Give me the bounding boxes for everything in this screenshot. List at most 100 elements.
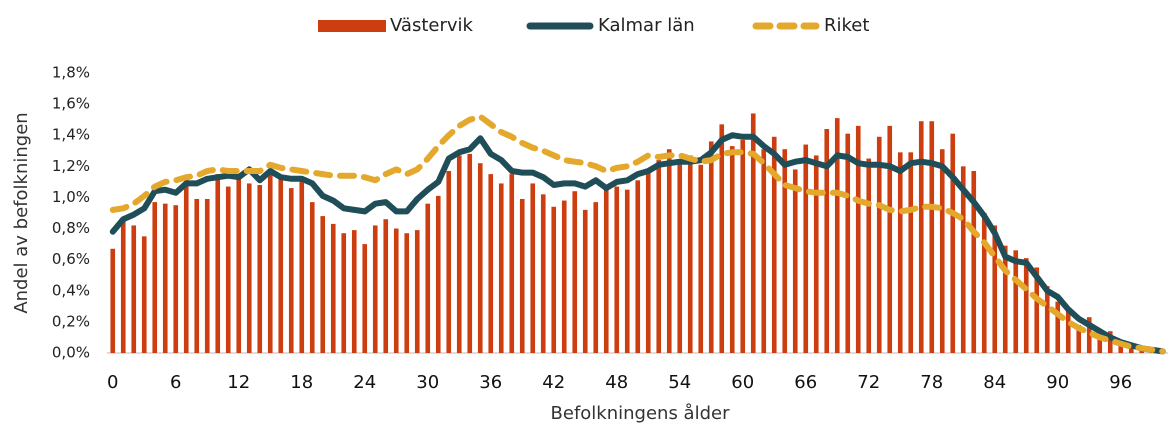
bar: [162, 203, 168, 353]
bar: [393, 228, 399, 353]
bar: [435, 195, 441, 353]
bar: [729, 146, 735, 353]
bar: [330, 223, 336, 353]
bar: [572, 191, 578, 353]
bar: [1065, 311, 1071, 353]
x-tick-label: 72: [857, 372, 880, 393]
bar: [698, 164, 704, 353]
bar: [992, 225, 998, 353]
bar: [141, 236, 147, 353]
bar: [971, 171, 977, 353]
bar: [1044, 286, 1050, 353]
bar: [1107, 331, 1113, 353]
bar: [635, 180, 641, 353]
bar: [404, 233, 410, 353]
bar: [257, 185, 263, 353]
x-tick-label: 36: [479, 372, 502, 393]
bar: [981, 213, 987, 353]
x-tick-label: 78: [920, 372, 943, 393]
bar: [666, 149, 672, 353]
y-tick-label: 1,4%: [52, 126, 90, 144]
x-tick-label: 42: [542, 372, 565, 393]
bar: [1118, 345, 1124, 353]
bar: [708, 141, 714, 353]
x-tick-label: 84: [983, 372, 1006, 393]
bar: [866, 158, 872, 353]
bar: [215, 174, 221, 353]
legend-swatch: [318, 20, 386, 32]
bar: [582, 209, 588, 353]
x-tick-label: 30: [416, 372, 439, 393]
bar: [351, 230, 357, 353]
bar: [341, 233, 347, 353]
bar: [1128, 345, 1134, 353]
bar: [1055, 301, 1061, 353]
bar: [834, 118, 840, 353]
x-axis-title: Befolkningens ålder: [551, 403, 731, 424]
bar: [267, 171, 273, 353]
bar: [1013, 250, 1019, 353]
x-tick-label: 48: [605, 372, 628, 393]
bar: [1002, 245, 1008, 353]
line-series: [109, 132, 1166, 355]
bar: [236, 178, 242, 353]
bar: [509, 174, 515, 353]
y-tick-label: 1,2%: [52, 157, 90, 175]
bar: [477, 163, 483, 353]
bar: [225, 186, 231, 353]
bar: [1076, 325, 1082, 353]
y-tick-label: 1,0%: [52, 188, 90, 206]
bar: [813, 155, 819, 353]
bar: [561, 200, 567, 353]
bar: [519, 199, 525, 353]
bar: [288, 188, 294, 353]
bar: [887, 125, 893, 353]
bar: [194, 199, 200, 353]
x-tick-label: 96: [1109, 372, 1132, 393]
x-tick-label: 90: [1046, 372, 1069, 393]
bar: [803, 144, 809, 353]
bar: [414, 230, 420, 353]
bar: [950, 133, 956, 353]
bar: [530, 183, 536, 353]
bar: [246, 183, 252, 353]
line-series: [109, 113, 1166, 355]
bar: [152, 202, 158, 353]
legend-label: Västervik: [390, 15, 474, 36]
bar: [1023, 258, 1029, 353]
bar: [603, 185, 609, 353]
x-tick-label: 18: [290, 372, 313, 393]
bar: [488, 174, 494, 353]
x-tick-label: 12: [227, 372, 250, 393]
bar: [645, 169, 651, 353]
bar: [278, 178, 284, 353]
y-tick-label: 0,6%: [52, 250, 90, 268]
bar: [1034, 267, 1040, 353]
bar: [677, 163, 683, 353]
x-tick-label: 60: [731, 372, 754, 393]
bar: [614, 186, 620, 353]
legend-label: Riket: [824, 15, 869, 36]
bar: [383, 219, 389, 353]
bar: [740, 139, 746, 353]
bar: [824, 129, 830, 353]
bar: [540, 194, 546, 353]
bar: [1086, 317, 1092, 353]
bar: [750, 113, 756, 353]
bar: [110, 248, 116, 353]
bar: [855, 125, 861, 353]
bar: [362, 244, 368, 353]
bar: [456, 155, 462, 353]
bar: [761, 149, 767, 353]
bar: [771, 136, 777, 353]
bar: [939, 149, 945, 353]
bar: [845, 133, 851, 353]
legend-label: Kalmar län: [598, 15, 695, 36]
x-tick-label: 24: [353, 372, 376, 393]
bar: [687, 155, 693, 353]
bar: [183, 175, 189, 353]
bar: [131, 225, 137, 353]
bar: [299, 178, 305, 353]
x-tick-label: 6: [170, 372, 181, 393]
